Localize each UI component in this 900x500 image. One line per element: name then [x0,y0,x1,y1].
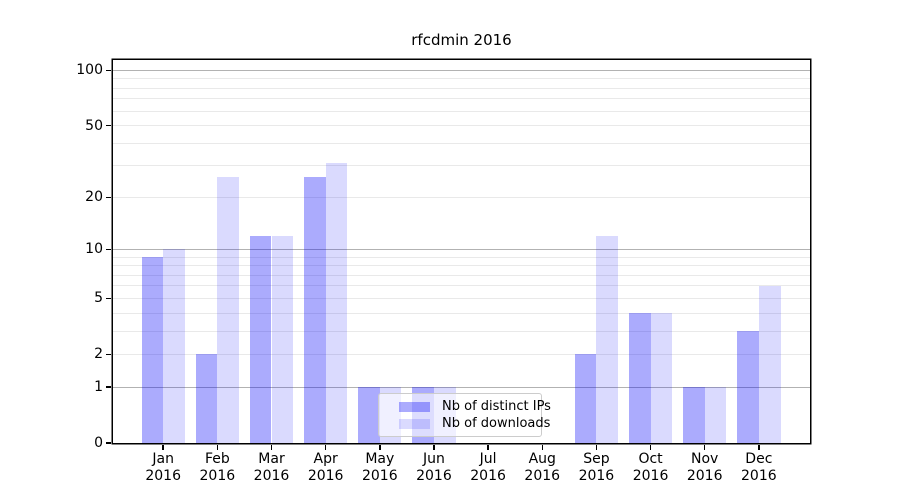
x-tick-label: Nov 2016 [686,451,723,484]
y-tick-mark [106,353,111,356]
y-tick-label: 20 [85,189,103,206]
x-tick-label: Dec 2016 [741,451,777,484]
minor-gridline [113,312,810,314]
minor-gridline [113,196,810,198]
bar [758,285,781,443]
x-tick-mark [487,445,489,450]
bar [163,249,185,443]
x-tick-label: Apr 2016 [307,451,344,484]
chart-title: rfcdmin 2016 [411,31,512,49]
minor-gridline [113,165,810,167]
x-tick-label: Oct 2016 [632,451,669,484]
bar [683,387,705,443]
y-tick-label: 2 [94,346,103,363]
y-tick-label: 5 [94,290,103,307]
legend-swatch-downloads [399,418,430,429]
x-tick-label: Jul 2016 [470,451,506,484]
bar [574,354,597,443]
bar [358,387,380,443]
x-tick-label: May 2016 [361,451,398,484]
y-tick-label: 50 [85,117,103,134]
bar [650,313,673,443]
legend-item-distinct-ips: Nb of distinct IPs [399,398,551,415]
major-gridline [113,386,810,388]
minor-gridline [113,265,810,267]
x-tick-label: Jan 2016 [145,451,181,484]
minor-gridline [113,98,810,100]
x-tick-mark [270,445,273,450]
legend-item-downloads: Nb of downloads [399,415,550,432]
x-tick-label: Mar 2016 [253,451,290,484]
bar [325,163,348,443]
y-tick-mark [106,248,111,251]
y-tick-mark [106,69,111,72]
bar [303,176,326,443]
legend-label-distinct-ips: Nb of distinct IPs [442,399,551,414]
x-tick-label: Aug 2016 [524,451,561,484]
y-tick-label: 10 [85,241,103,258]
y-tick-mark [106,442,111,444]
minor-gridline [113,125,810,127]
minor-gridline [113,274,810,276]
y-tick-mark [106,124,111,127]
minor-gridline [113,285,810,287]
y-tick-mark [106,297,111,300]
x-tick-mark [379,445,381,450]
minor-gridline [113,297,810,299]
minor-gridline [113,142,810,144]
bar [271,235,294,443]
x-tick-mark [216,445,219,450]
minor-gridline [113,78,810,80]
major-gridline [113,248,810,250]
bar [249,235,272,443]
bar [217,176,240,443]
bar [596,235,619,443]
y-tick-mark [106,386,111,388]
minor-gridline [113,353,810,355]
x-tick-mark [595,445,598,450]
bar [628,313,651,443]
y-tick-label: 100 [76,62,103,79]
y-tick-label: 0 [94,435,103,451]
bar [737,331,759,443]
x-tick-label: Jun 2016 [416,451,452,484]
minor-gridline [113,87,810,89]
minor-gridline [113,330,810,332]
y-tick-label: 1 [94,379,103,396]
x-tick-mark [703,445,706,450]
legend: Nb of distinct IPs Nb of downloads [378,393,551,437]
x-tick-mark [649,445,652,450]
x-tick-label: Feb 2016 [199,451,236,484]
x-tick-label: Sep 2016 [578,451,615,484]
x-tick-mark [433,445,435,450]
minor-gridline [113,110,810,112]
plot-area: 0 1 2 5 10 20 50 100 Jan 2016 Feb 2016 Mar 2016 Apr… [76,60,810,484]
bar [195,354,218,443]
legend-label-downloads: Nb of downloads [442,416,551,431]
major-gridline [113,69,810,71]
bar [141,257,164,443]
x-tick-mark [324,445,327,450]
minor-gridline [113,256,810,258]
x-tick-mark [758,445,760,450]
bar [704,387,727,443]
x-tick-mark [162,445,164,450]
y-tick-mark [106,196,111,198]
x-tick-mark [541,445,543,450]
legend-swatch-distinct-ips [399,401,430,412]
